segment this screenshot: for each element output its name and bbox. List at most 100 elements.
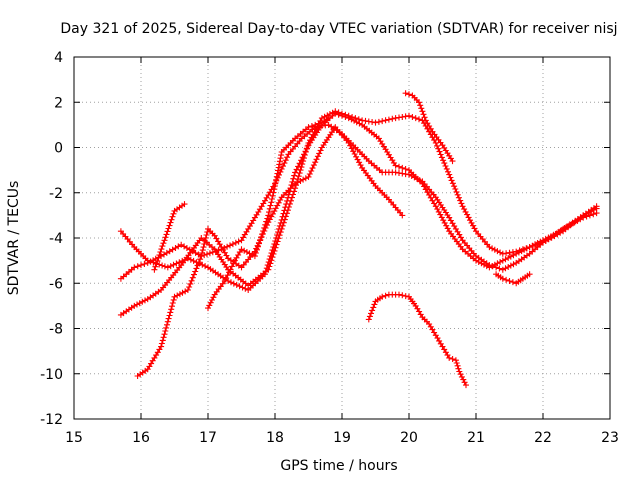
data-point [402,166,409,172]
data-point [269,192,276,199]
data-point [207,299,214,306]
data-point [191,271,197,278]
data-point [282,213,289,220]
data-point [263,218,270,225]
data-point [399,212,406,219]
data-point [159,262,166,269]
data-point [406,171,412,178]
data-point [210,294,217,301]
data-point [176,291,183,298]
data-point [382,117,389,124]
data-point [523,245,530,252]
data-point [163,231,170,238]
data-point [452,357,459,364]
data-point [286,200,293,207]
data-point [342,111,349,118]
data-point [447,174,454,181]
data-point [167,309,174,316]
data-point [356,159,363,166]
data-point [590,211,597,218]
data-point [329,109,336,116]
data-series [117,90,600,389]
data-point [308,168,315,174]
data-point [526,271,533,278]
data-point [262,221,269,228]
data-point [301,152,308,158]
data-point [182,288,189,295]
data-point [316,150,323,157]
data-point [435,208,442,215]
data-point [300,176,307,183]
data-point [457,197,464,204]
data-point [199,261,206,268]
data-point [440,157,447,164]
data-point [291,188,298,195]
data-point [192,268,199,275]
data-point [156,252,163,258]
data-point [305,124,312,131]
series-arc-f [205,115,332,312]
data-point [267,260,274,267]
data-point [375,118,382,125]
data-point [203,232,210,238]
data-point [437,151,444,158]
data-point [456,368,463,375]
data-point [229,241,236,248]
data-point [272,244,279,251]
data-point [437,211,444,218]
data-point [362,117,369,124]
data-point [272,179,279,186]
data-point [141,261,148,267]
data-point [206,302,213,309]
data-point [392,115,399,122]
data-point [243,249,250,255]
data-point [499,257,506,264]
data-point [406,112,412,119]
data-point [304,143,311,149]
data-point [209,297,215,303]
data-point [409,114,416,120]
data-point [356,120,363,127]
x-tick-label: 23 [601,430,619,446]
data-point [294,179,301,186]
data-point [354,156,361,163]
data-point [302,175,309,182]
data-point [163,324,170,331]
data-point [166,312,173,319]
data-point [371,301,378,308]
data-point [249,251,256,258]
data-point [273,241,280,248]
data-point [399,292,406,299]
data-point [144,259,151,266]
x-tick-label: 22 [534,430,552,446]
data-point [269,196,275,202]
data-point [312,159,319,166]
data-point [181,201,188,208]
data-point [506,249,513,256]
data-point [274,238,281,245]
data-point [451,183,458,190]
data-point [461,206,468,213]
y-tick-label: 4 [54,50,63,66]
data-point [465,214,472,221]
data-point [232,239,239,246]
data-point [510,261,517,268]
data-point [526,244,533,251]
data-point [494,260,501,267]
data-point [325,115,332,122]
data-point [160,240,167,247]
data-point [533,241,540,248]
data-point [349,114,356,120]
data-point [311,128,318,135]
data-point [280,163,286,170]
data-point [351,151,358,157]
x-axis-label: GPS time / hours [280,458,397,474]
x-tick-label: 17 [199,430,217,446]
data-point [593,210,600,217]
data-point [162,328,169,334]
data-point [270,251,277,257]
axis-ticks [73,56,611,420]
data-point [366,313,373,320]
data-point [152,263,159,270]
data-point [313,156,320,163]
